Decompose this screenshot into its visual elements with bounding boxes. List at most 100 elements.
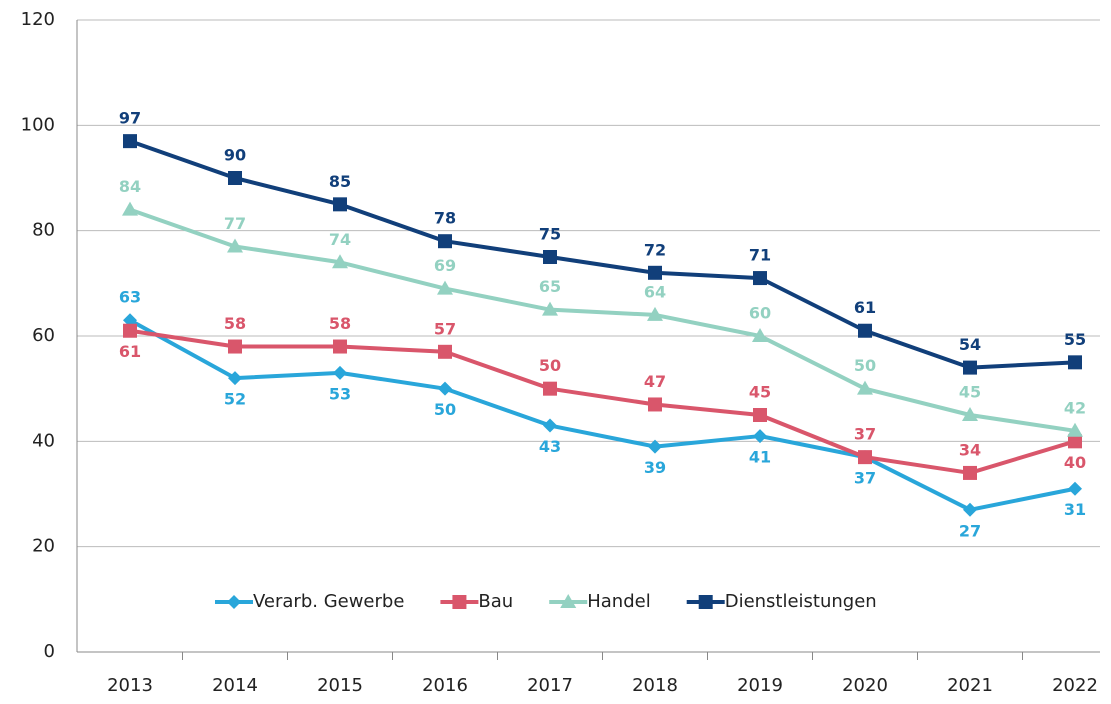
y-tick-label: 40: [32, 430, 55, 451]
data-point: [543, 250, 557, 264]
data-label: 37: [854, 469, 876, 488]
series-line: [129, 328, 1076, 475]
data-point: [227, 238, 243, 253]
data-point: [1068, 355, 1082, 370]
data-label: 63: [119, 288, 141, 307]
y-tick-label: 20: [32, 536, 55, 557]
data-point: [1068, 434, 1082, 449]
data-label: 84: [119, 177, 141, 196]
data-label: 61: [119, 342, 141, 361]
data-label: 40: [1064, 453, 1086, 472]
data-point: [333, 365, 347, 380]
data-label: 77: [224, 214, 246, 233]
data-label: 65: [539, 277, 561, 296]
x-tick-label: 2014: [212, 675, 258, 696]
data-label: 61: [854, 298, 876, 317]
data-point: [963, 360, 977, 375]
data-point: [437, 280, 453, 295]
data-point: [438, 344, 452, 359]
data-label: 55: [1064, 330, 1086, 349]
data-label: 43: [539, 437, 561, 456]
x-tick-label: 2017: [527, 675, 573, 696]
data-point: [228, 171, 242, 185]
data-point: [543, 381, 557, 396]
data-label: 58: [329, 314, 351, 333]
data-label: 78: [434, 209, 456, 228]
data-point: [543, 418, 557, 433]
data-point: [333, 197, 347, 212]
legend-label: Verarb. Gewerbe: [253, 591, 404, 612]
data-label: 58: [224, 314, 246, 333]
data-label: 54: [959, 335, 981, 354]
legend-label: Dienstleistungen: [725, 591, 877, 612]
data-point: [332, 254, 348, 269]
data-label: 34: [959, 440, 981, 459]
data-point: [648, 265, 662, 280]
legend-marker: [560, 594, 577, 608]
data-label: 50: [434, 400, 456, 419]
data-point: [438, 381, 452, 396]
data-point: [1068, 481, 1082, 496]
data-label: 60: [749, 304, 771, 323]
data-label: 53: [329, 384, 351, 403]
data-point: [123, 323, 137, 338]
data-point: [963, 502, 977, 517]
data-label: 42: [1064, 398, 1086, 417]
data-label: 31: [1064, 500, 1086, 519]
data-label: 52: [224, 390, 246, 409]
data-label: 97: [119, 109, 141, 128]
data-label: 69: [434, 256, 456, 275]
y-tick-label: 60: [32, 325, 55, 346]
legend-marker: [227, 595, 241, 609]
data-label: 64: [644, 282, 666, 301]
x-tick-label: 2020: [842, 675, 888, 696]
data-point: [753, 429, 767, 444]
data-point: [752, 328, 768, 342]
data-label: 85: [329, 172, 351, 191]
x-tick-label: 2019: [737, 675, 783, 696]
data-label: 47: [644, 372, 666, 391]
series-line: [129, 207, 1076, 433]
data-label: 41: [749, 448, 771, 467]
x-tick-label: 2022: [1052, 675, 1098, 696]
series-line: [129, 318, 1076, 512]
data-point: [123, 134, 137, 149]
y-tick-label: 0: [44, 641, 55, 662]
legend-label: Handel: [587, 591, 650, 612]
data-label: 90: [224, 146, 246, 165]
data-label: 72: [644, 240, 666, 259]
x-tick-label: 2015: [317, 675, 363, 696]
data-label: 71: [749, 246, 771, 265]
data-point: [123, 313, 137, 328]
data-point: [753, 271, 767, 286]
data-label: 50: [539, 356, 561, 375]
data-label: 27: [959, 521, 981, 540]
data-point: [438, 234, 452, 249]
data-label: 45: [749, 383, 771, 402]
data-label: 50: [854, 356, 876, 375]
y-tick-label: 80: [32, 220, 55, 241]
y-tick-label: 100: [21, 114, 55, 135]
y-tick-label: 120: [21, 9, 55, 30]
x-tick-label: 2013: [107, 675, 153, 696]
x-tick-label: 2021: [947, 675, 993, 696]
data-point: [228, 371, 242, 386]
data-point: [228, 339, 242, 354]
data-point: [648, 397, 662, 412]
x-tick-label: 2016: [422, 675, 468, 696]
data-point: [122, 201, 138, 216]
x-tick-label: 2018: [632, 675, 678, 696]
data-label: 45: [959, 383, 981, 402]
data-point: [753, 408, 767, 422]
data-label: 37: [854, 425, 876, 444]
data-label: 57: [434, 319, 456, 338]
data-label: 75: [539, 225, 561, 244]
data-point: [962, 407, 978, 421]
data-point: [857, 380, 873, 395]
data-point: [333, 339, 347, 354]
data-label: 74: [329, 230, 351, 249]
series-line: [129, 139, 1076, 370]
data-point: [858, 450, 872, 465]
legend-marker: [698, 595, 713, 609]
